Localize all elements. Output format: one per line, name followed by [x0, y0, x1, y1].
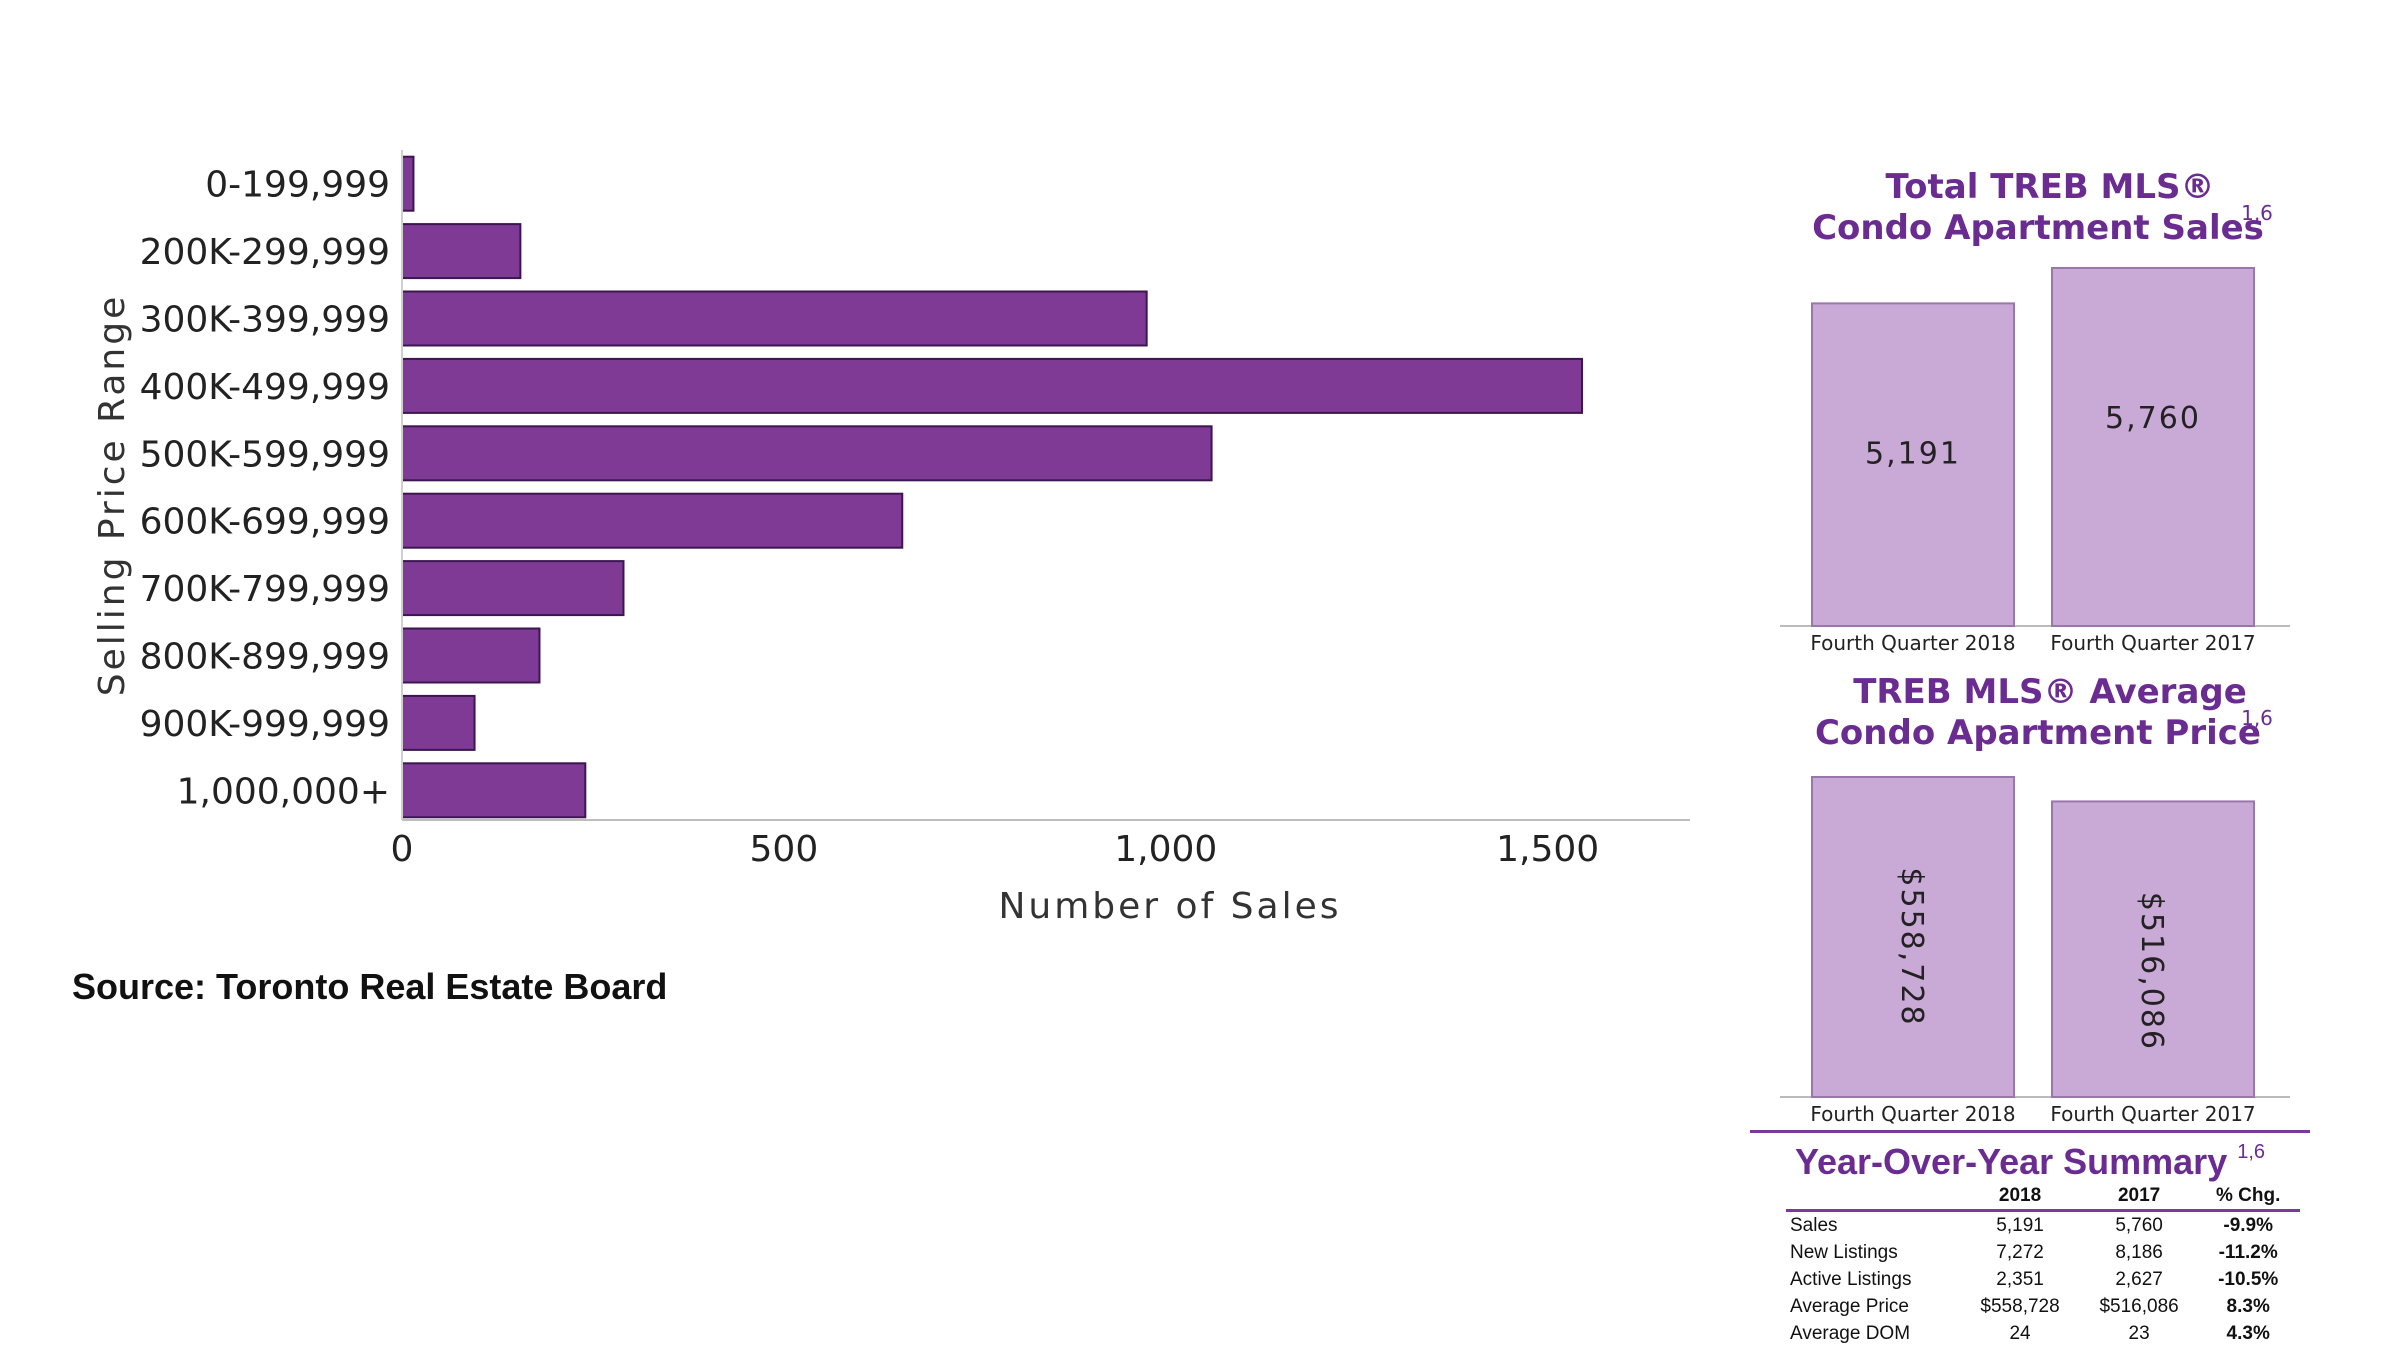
row-label: Average Price: [1790, 1295, 1909, 1317]
table-row: Active Listings 2,351 2,627 -10.5%: [1786, 1266, 2300, 1293]
row-label: Average DOM: [1790, 1322, 1911, 1344]
x-tick-label: 500: [750, 829, 819, 870]
table-row: Sales 5,191 5,760 -9.9%: [1786, 1211, 2300, 1240]
chart-title-superscript: 1,6: [2241, 201, 2273, 225]
value-2017: 23: [2128, 1322, 2150, 1344]
value-2017: $516,086: [2099, 1295, 2179, 1317]
bar-value-label: 5,760: [2105, 401, 2201, 436]
x-axis-title: Number of Sales: [998, 886, 1341, 927]
bar: [401, 290, 1148, 347]
x-tick-label: 0: [391, 829, 414, 870]
percent-change: -11.2%: [2218, 1241, 2278, 1263]
chart-title-line2: Condo Apartment Price: [1815, 713, 2261, 753]
category-tick-label: 400K-499,999: [140, 367, 390, 408]
price-range-bar-chart: 0-199,999 200K-299,999 300K-399,999 400K-49…: [92, 150, 1690, 927]
yoy-header-2017: 2017: [2081, 1183, 2197, 1212]
bar-category-label: Fourth Quarter 2017: [2050, 631, 2255, 655]
bar: [401, 155, 415, 212]
category-tick-label: 900K-999,999: [140, 704, 390, 745]
bar: [401, 560, 625, 617]
yoy-header-2018: 2018: [1958, 1183, 2082, 1212]
bar: [401, 425, 1213, 482]
category-tick-label: 700K-799,999: [140, 569, 390, 610]
category-tick-label: 800K-899,999: [140, 637, 390, 678]
chart-title-line2: Condo Apartment Sales: [1812, 208, 2264, 248]
y-axis-title: Selling Price Range: [92, 294, 133, 696]
percent-change: -9.9%: [2223, 1214, 2274, 1236]
chart-title-line1: TREB MLS® Average: [1853, 672, 2247, 712]
yoy-summary: Year-Over-Year Summary 1,6 2018 2017 % C…: [1750, 1130, 2310, 1347]
bar-value-label: $558,728: [1894, 867, 1929, 1026]
bar: [2051, 800, 2255, 1098]
row-label: Active Listings: [1790, 1268, 1912, 1290]
yoy-summary-title-sup: 1,6: [2237, 1141, 2266, 1163]
chart-title-line1: Total TREB MLS®: [1885, 167, 2214, 207]
source-note: Source: Toronto Real Estate Board: [72, 966, 668, 1007]
bar: [401, 492, 904, 549]
category-tick-label: 500K-599,999: [140, 434, 390, 475]
table-row: New Listings 7,272 8,186 -11.2%: [1786, 1239, 2300, 1266]
value-2018: 2,351: [1996, 1268, 2044, 1290]
bar-value-label: $516,086: [2134, 892, 2169, 1051]
percent-change: 4.3%: [2226, 1322, 2270, 1344]
bar: [1811, 776, 2015, 1098]
value-2017: 5,760: [2115, 1214, 2163, 1236]
percent-change: 8.3%: [2226, 1295, 2270, 1317]
category-tick-label: 600K-699,999: [140, 502, 390, 543]
category-tick-label: 1,000,000+: [177, 771, 390, 812]
value-2017: 2,627: [2115, 1268, 2163, 1290]
yoy-header-label: [1786, 1183, 1959, 1212]
value-2018: 5,191: [1996, 1214, 2044, 1236]
table-row: Average DOM 24 23 4.3%: [1786, 1320, 2300, 1347]
bar: [401, 223, 522, 280]
chart-title-superscript: 1,6: [2241, 706, 2273, 730]
value-2018: 24: [2009, 1322, 2031, 1344]
category-tick-label: 300K-399,999: [140, 300, 390, 341]
value-2017: 8,186: [2115, 1241, 2163, 1263]
bar: [401, 627, 541, 684]
yoy-summary-title: Year-Over-Year Summary 1,6: [1750, 1130, 2310, 1183]
table-row: Average Price $558,728 $516,086 8.3%: [1786, 1293, 2300, 1320]
bar: [1811, 302, 2015, 627]
bar-value-label: 5,191: [1865, 436, 1961, 471]
bar: [401, 762, 587, 819]
category-tick-label: 0-199,999: [205, 165, 390, 206]
value-2018: 7,272: [1996, 1241, 2044, 1263]
yoy-summary-table: 2018 2017 % Chg. Sales 5,191 5,760 -9.9%…: [1786, 1183, 2300, 1347]
x-tick-label: 1,000: [1114, 829, 1217, 870]
bar-category-label: Fourth Quarter 2018: [1810, 1102, 2015, 1126]
row-label: New Listings: [1790, 1241, 1898, 1263]
row-label: Sales: [1790, 1214, 1838, 1236]
bar: [401, 694, 476, 751]
bar: [401, 357, 1583, 414]
value-2018: $558,728: [1980, 1295, 2060, 1317]
percent-change: -10.5%: [2218, 1268, 2279, 1290]
yoy-header-chg: % Chg.: [2196, 1183, 2300, 1212]
x-tick-label: 1,500: [1496, 829, 1599, 870]
bar-category-label: Fourth Quarter 2017: [2050, 1102, 2255, 1126]
bar: [2051, 267, 2255, 627]
category-tick-label: 200K-299,999: [140, 232, 390, 273]
yoy-header-row: 2018 2017 % Chg.: [1786, 1183, 2300, 1212]
bar-category-label: Fourth Quarter 2018: [1810, 631, 2015, 655]
